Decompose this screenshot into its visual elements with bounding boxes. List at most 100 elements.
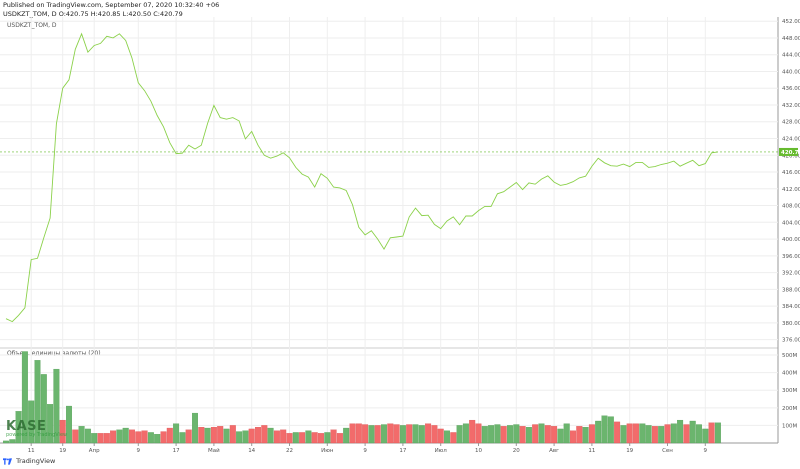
- volume-bar: [223, 428, 230, 444]
- volume-bar: [588, 424, 595, 444]
- volume-bar: [66, 405, 72, 444]
- volume-bar: [97, 433, 104, 444]
- volume-bar: [236, 431, 243, 444]
- price-tick-label: 380.00: [782, 321, 800, 327]
- kase-watermark: KASE powered by TradingView: [6, 419, 67, 438]
- volume-bar: [78, 426, 85, 444]
- publish-info: Published on TradingView.com, September …: [3, 1, 220, 9]
- time-tick-label: Апр: [89, 448, 100, 454]
- time-tick-label: Май: [208, 447, 220, 454]
- volume-bar: [318, 433, 324, 444]
- price-tick-label: 420.00: [782, 153, 800, 159]
- time-tick-label: 11: [588, 448, 595, 454]
- volume-bar: [343, 427, 350, 444]
- price-tick-label: 444.00: [782, 53, 800, 59]
- time-tick-label: 11: [28, 448, 35, 454]
- price-tick-label: 412.00: [782, 187, 800, 193]
- tradingview-footer[interactable]: TradingView: [3, 457, 55, 465]
- volume-tick-label: 100M: [782, 423, 797, 429]
- time-tick-label: 20: [513, 448, 520, 454]
- volume-bar: [147, 432, 154, 444]
- volume-bar: [563, 423, 570, 444]
- price-tick-label: 428.00: [782, 120, 800, 126]
- volume-bar: [116, 429, 123, 444]
- volume-bar: [261, 425, 268, 444]
- volume-bar: [532, 424, 539, 444]
- volume-bar: [444, 430, 450, 444]
- time-tick-label: Июн: [321, 448, 334, 454]
- volume-bar: [651, 426, 658, 444]
- price-tick-label: 432.00: [782, 103, 800, 109]
- volume-bar: [160, 431, 167, 444]
- volume-bar: [135, 431, 142, 444]
- volume-bar: [173, 423, 180, 444]
- volume-bar: [374, 425, 381, 444]
- volume-bar: [198, 427, 205, 444]
- volume-bar: [494, 424, 501, 444]
- volume-bar: [462, 423, 469, 444]
- volume-bar: [349, 423, 356, 444]
- volume-bar: [469, 419, 476, 444]
- volume-bar: [475, 423, 482, 444]
- volume-bar: [286, 433, 293, 444]
- volume-bar: [437, 428, 444, 444]
- volume-bar: [368, 425, 375, 444]
- volume-bar: [507, 425, 513, 444]
- tradingview-brand-text: TradingView: [16, 457, 56, 465]
- volume-bar: [15, 411, 22, 444]
- volume-bar: [614, 421, 621, 444]
- volume-bar: [355, 423, 362, 444]
- volume-bar: [324, 432, 331, 444]
- volume-bar: [538, 423, 545, 444]
- kase-logo-text: KASE: [6, 419, 47, 434]
- volume-bar: [456, 425, 463, 444]
- volume-bar: [544, 425, 551, 444]
- time-tick-label: Июл: [435, 448, 448, 454]
- time-tick-label: Авг: [549, 448, 559, 454]
- volume-bar: [110, 430, 117, 444]
- series-label: USDKZT_TOM, D: [7, 22, 57, 29]
- price-tick-label: 452.00: [782, 19, 800, 25]
- price-tick-label: 416.00: [782, 170, 800, 176]
- volume-bar: [47, 404, 54, 444]
- time-tick-label: 10: [475, 448, 482, 454]
- volume-bar: [273, 430, 280, 444]
- volume-bar: [412, 424, 419, 444]
- volume-bar: [664, 424, 671, 444]
- volume-bar: [450, 432, 457, 444]
- price-tick-label: 392.00: [782, 271, 800, 277]
- volume-tick-label: 400M: [782, 371, 797, 377]
- tradingview-logo-icon: [3, 457, 12, 465]
- volume-bar: [141, 430, 148, 444]
- last-price-tag: [779, 147, 798, 156]
- volume-bar: [72, 429, 79, 444]
- volume-bar: [582, 427, 589, 444]
- volume-bar: [21, 351, 28, 444]
- volume-bar: [633, 423, 639, 444]
- volume-bar: [645, 425, 652, 444]
- volume-bar: [551, 426, 558, 444]
- price-tick-label: 448.00: [782, 36, 800, 42]
- volume-bar: [425, 423, 432, 444]
- time-tick-label: 17: [173, 448, 180, 454]
- price-tick-label: 404.00: [782, 220, 800, 226]
- time-tick-label: 22: [286, 448, 293, 454]
- volume-bar: [179, 432, 186, 444]
- time-tick-label: 9: [363, 448, 367, 454]
- price-tick-label: 388.00: [782, 287, 800, 293]
- volume-bar: [3, 440, 9, 444]
- volume-tick-label: 200M: [782, 406, 797, 412]
- volume-bar: [166, 427, 173, 444]
- volume-bar: [59, 419, 66, 444]
- volume-bar: [519, 426, 526, 444]
- volume-bar: [689, 420, 696, 444]
- last-price-label: 420.79: [781, 150, 800, 156]
- volume-bar: [696, 424, 702, 444]
- price-tick-label: 400.00: [782, 237, 800, 243]
- kase-powered-by: powered by TradingView: [6, 432, 68, 438]
- volume-bar: [217, 426, 224, 444]
- volume-bar: [292, 432, 299, 444]
- volume-bar: [393, 424, 400, 444]
- volume-bar: [399, 425, 406, 444]
